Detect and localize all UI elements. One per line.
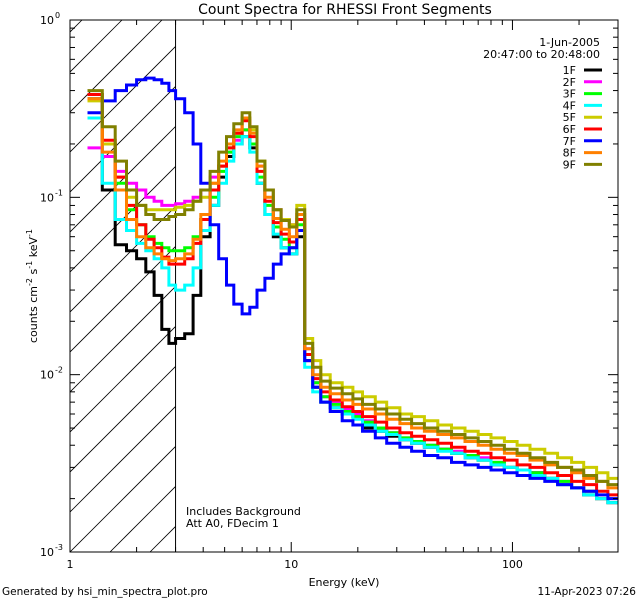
hatch-line (70, 245, 176, 353)
x-tick-label: 1 (67, 558, 74, 571)
legend-label-9f: 9F (563, 158, 576, 171)
hatch-line (70, 45, 176, 153)
hatch-line (70, 85, 176, 193)
legend-label-1f: 1F (563, 64, 576, 77)
chart-title: Count Spectra for RHESSI Front Segments (198, 2, 492, 18)
y-axis-label-mid: s (27, 268, 40, 277)
y-tick-label-exponent: -3 (55, 543, 63, 552)
x-tick-label: 100 (502, 558, 523, 571)
series-line-7f (87, 76, 618, 501)
y-axis-label: counts cm-2 s-1 keV-1 (25, 229, 40, 343)
legend-label-3f: 3F (563, 88, 576, 101)
y-tick-label-exponent: -1 (55, 188, 63, 197)
legend-label-5f: 5F (563, 111, 576, 124)
y-axis-label-end: keV (27, 237, 40, 261)
series-line-8f (87, 97, 618, 490)
legend-label-2f: 2F (563, 76, 576, 89)
hatch-line (70, 445, 176, 552)
hatch-line (70, 405, 176, 513)
y-axis-label-exp1: -2 (25, 278, 34, 286)
y-axis-label-base: counts cm (27, 286, 40, 343)
footer-timestamp: 11-Apr-2023 07:26 (537, 586, 636, 598)
hatch-line (70, 20, 163, 113)
x-tick-labels: 1 10 100 (67, 558, 523, 571)
annotation-background: Includes Background (186, 505, 301, 518)
y-tick-label: 10 (40, 14, 54, 27)
legend-label-7f: 7F (563, 135, 576, 148)
hatch-line (70, 365, 176, 473)
background-hatch-region (70, 20, 176, 552)
observation-time-range: 20:47:00 to 20:48:00 (483, 48, 600, 61)
y-tick-label: 10 (40, 191, 54, 204)
footer-generator: Generated by hsi_min_spectra_plot.pro (2, 586, 208, 598)
series-line-2f (87, 128, 618, 505)
series-line-9f (87, 89, 618, 487)
annotation-attenuator: Att A0, FDecim 1 (186, 517, 279, 530)
hatch-line (70, 285, 176, 393)
hatch-line (70, 125, 176, 233)
hatch-line (70, 205, 176, 313)
x-tick-label: 10 (284, 558, 298, 571)
hatch-line (70, 325, 176, 433)
legend-label-8f: 8F (563, 147, 576, 160)
series-line-4f (87, 116, 618, 505)
series-group (87, 76, 618, 505)
axis-ticks (69, 20, 619, 553)
y-tick-label-exponent: -2 (55, 366, 63, 375)
y-tick-label: 10 (40, 546, 54, 559)
series-line-1f (87, 97, 618, 505)
y-axis-label-exp2: -1 (25, 261, 34, 269)
x-axis-label: Energy (keV) (309, 576, 380, 589)
y-axis-label-exp3: -1 (25, 229, 34, 237)
observation-date: 1-Jun-2005 (539, 36, 600, 49)
y-tick-label-exponent: 0 (55, 11, 60, 20)
legend-label-6f: 6F (563, 123, 576, 136)
series-line-3f (87, 93, 618, 505)
hatch-line (70, 165, 176, 273)
legend-label-4f: 4F (563, 99, 576, 112)
y-tick-label: 10 (40, 369, 54, 382)
plot-frame (69, 19, 619, 553)
